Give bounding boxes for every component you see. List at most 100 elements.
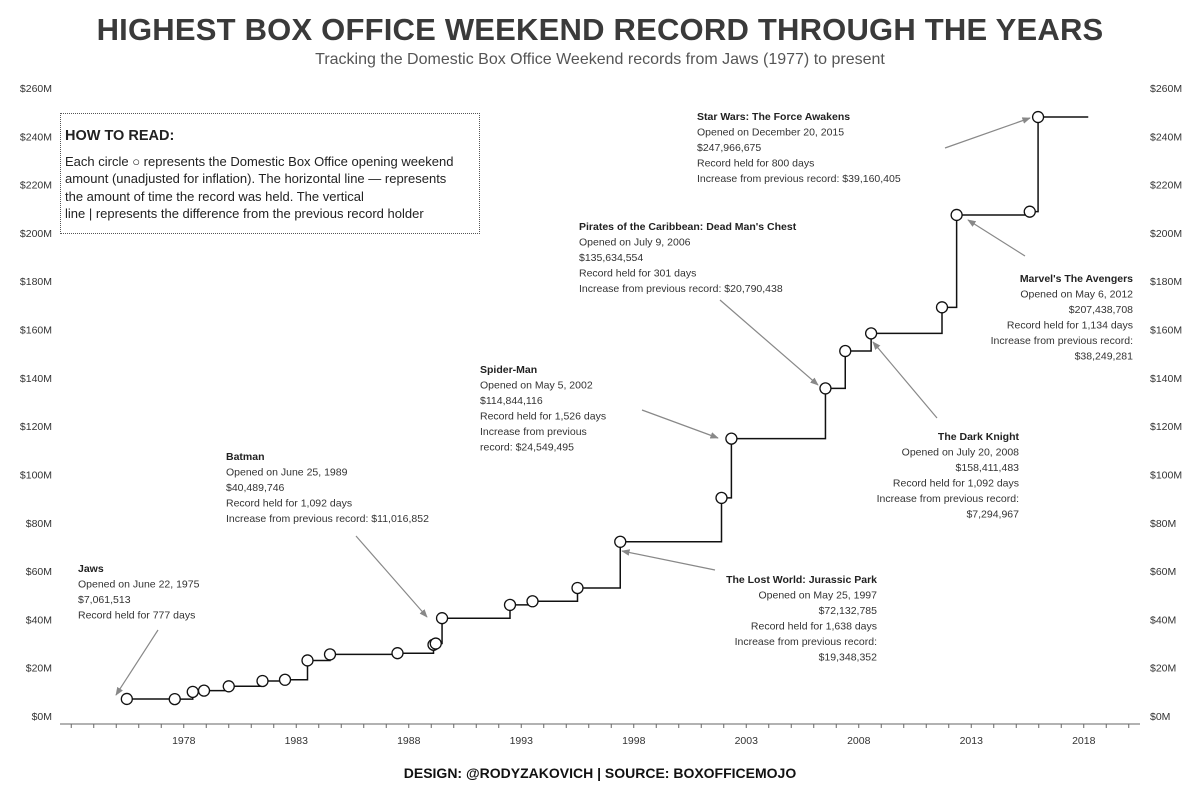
annotation-line-darkknight: $158,411,483 (956, 462, 1020, 474)
record-point (301, 654, 314, 667)
annotation-arrow-batman (355, 535, 428, 618)
annotation-line-spiderman: Opened on May 5, 2002 (480, 380, 593, 392)
annotation-line-starwars: Increase from previous record: $39,160,4… (697, 173, 901, 185)
record-point (950, 208, 963, 222)
record-point (278, 673, 292, 686)
x-tick-label: 2018 (1072, 735, 1096, 747)
record-point (571, 581, 584, 595)
chart-subtitle: Tracking the Domestic Box Office Weekend… (315, 51, 885, 68)
y-tick-label-left: $180M (20, 276, 52, 288)
annotation-line-starwars: $247,966,675 (697, 142, 761, 154)
annotation-line-lostworld: Record held for 1,638 days (751, 621, 877, 633)
y-tick-label-left: $260M (20, 83, 52, 95)
annotation-title-avengers: Marvel's The Avengers (1020, 273, 1133, 285)
y-tick-label-right: $0M (1150, 711, 1170, 723)
record-point (435, 612, 449, 625)
record-point (120, 692, 133, 706)
annotation-line-avengers: Record held for 1,134 days (1007, 320, 1133, 332)
annotation-line-starwars: Record held for 800 days (697, 158, 814, 170)
annotation-arrow-lostworld (621, 549, 716, 571)
annotation-line-avengers: $38,249,281 (1075, 351, 1134, 363)
y-tick-label-right: $40M (1150, 614, 1176, 626)
annotation-line-darkknight: Opened on July 20, 2008 (902, 447, 1020, 459)
annotation-line-jaws: Opened on June 22, 1975 (78, 579, 200, 591)
record-point (391, 647, 404, 660)
annotation-line-darkknight: Increase from previous record: (877, 493, 1019, 505)
y-tick-label-right: $220M (1150, 180, 1182, 192)
annotation-line-jaws: Record held for 777 days (78, 610, 195, 622)
annotation-line-jaws: $7,061,513 (78, 594, 131, 606)
record-point (503, 598, 517, 612)
annotation-line-pirates: Opened on July 9, 2006 (579, 237, 691, 249)
y-tick-label-right: $100M (1150, 469, 1182, 481)
footer-credit: DESIGN: @RODYZAKOVICH | SOURCE: BOXOFFIC… (403, 765, 797, 781)
record-point (197, 684, 211, 697)
x-tick-label: 1998 (622, 735, 646, 747)
record-point (429, 637, 442, 650)
annotation-line-batman: $40,489,746 (226, 482, 285, 494)
annotation-line-batman: Increase from previous record: $11,016,8… (226, 513, 429, 525)
y-tick-label-left: $100M (20, 469, 52, 481)
annotation-line-darkknight: Record held for 1,092 days (893, 478, 1019, 490)
y-tick-label-left: $140M (20, 373, 52, 385)
annotation-line-avengers: $207,438,708 (1069, 304, 1133, 316)
y-tick-label-right: $180M (1150, 276, 1182, 288)
annotation-line-pirates: Record held for 301 days (579, 268, 696, 280)
record-point (1031, 110, 1045, 124)
y-tick-label-left: $40M (26, 614, 52, 626)
annotation-line-starwars: Opened on December 20, 2015 (697, 127, 844, 139)
annotation-arrow-spiderman (641, 409, 719, 439)
record-point (222, 680, 235, 693)
record-point (168, 692, 181, 706)
annotation-line-spiderman: $114,844,116 (480, 395, 543, 407)
annotation-line-lostworld: $19,348,352 (819, 652, 878, 664)
record-point (323, 648, 337, 661)
record-point (526, 595, 539, 608)
record-point (839, 344, 852, 358)
record-point (256, 674, 269, 688)
y-tick-label-left: $0M (32, 711, 52, 723)
y-tick-label-left: $120M (20, 421, 52, 433)
annotation-arrow-darkknight (872, 341, 938, 419)
record-point (715, 491, 728, 505)
x-tick-label: 2013 (960, 735, 984, 747)
annotation-line-spiderman: Record held for 1,526 days (480, 411, 606, 423)
how-to-read-line: the amount of time the record was held. … (65, 188, 364, 204)
annotation-title-lostworld: The Lost World: Jurassic Park (726, 574, 877, 586)
annotation-line-lostworld: Opened on May 25, 1997 (758, 590, 877, 602)
annotation-line-pirates: $135,634,554 (579, 252, 643, 264)
annotation-arrow-avengers (967, 219, 1026, 257)
how-to-read-line: line | represents the difference from th… (65, 206, 424, 222)
how-to-read-box: HOW TO READ: Each circle ○ represents th… (60, 113, 480, 234)
record-point (725, 432, 738, 445)
how-to-read-line: amount (unadjusted for inflation). The h… (65, 171, 447, 187)
y-tick-label-right: $120M (1150, 421, 1182, 433)
y-tick-label-right: $160M (1150, 325, 1182, 337)
x-tick-label: 2008 (847, 735, 871, 747)
y-tick-label-left: $20M (26, 663, 52, 675)
annotation-title-starwars: Star Wars: The Force Awakens (697, 111, 850, 123)
annotation-title-pirates: Pirates of the Caribbean: Dead Man's Che… (579, 221, 797, 233)
how-to-read-heading: HOW TO READ: (65, 128, 175, 144)
y-tick-label-right: $20M (1150, 663, 1176, 675)
annotation-line-batman: Record held for 1,092 days (226, 498, 352, 510)
annotation-line-batman: Opened on June 25, 1989 (226, 467, 348, 479)
annotation-title-jaws: Jaws (78, 563, 104, 575)
x-tick-label: 2003 (735, 735, 759, 747)
y-tick-label-right: $140M (1150, 373, 1182, 385)
annotation-arrow-starwars (944, 117, 1031, 149)
y-tick-label-right: $60M (1150, 566, 1176, 578)
x-tick-label: 1988 (397, 735, 421, 747)
y-tick-label-right: $200M (1150, 228, 1182, 240)
annotation-line-lostworld: $72,132,785 (819, 605, 878, 617)
chart-title: HIGHEST BOX OFFICE WEEKEND RECORD THROUG… (96, 12, 1104, 47)
x-tick-label: 1993 (510, 735, 534, 747)
record-point (614, 535, 627, 548)
record-point (864, 327, 878, 340)
annotation-title-batman: Batman (226, 451, 265, 463)
x-tick-label: 1983 (285, 735, 309, 747)
y-tick-label-left: $220M (20, 180, 52, 192)
x-tick-label: 1978 (172, 735, 196, 747)
y-tick-label-right: $80M (1150, 518, 1176, 530)
